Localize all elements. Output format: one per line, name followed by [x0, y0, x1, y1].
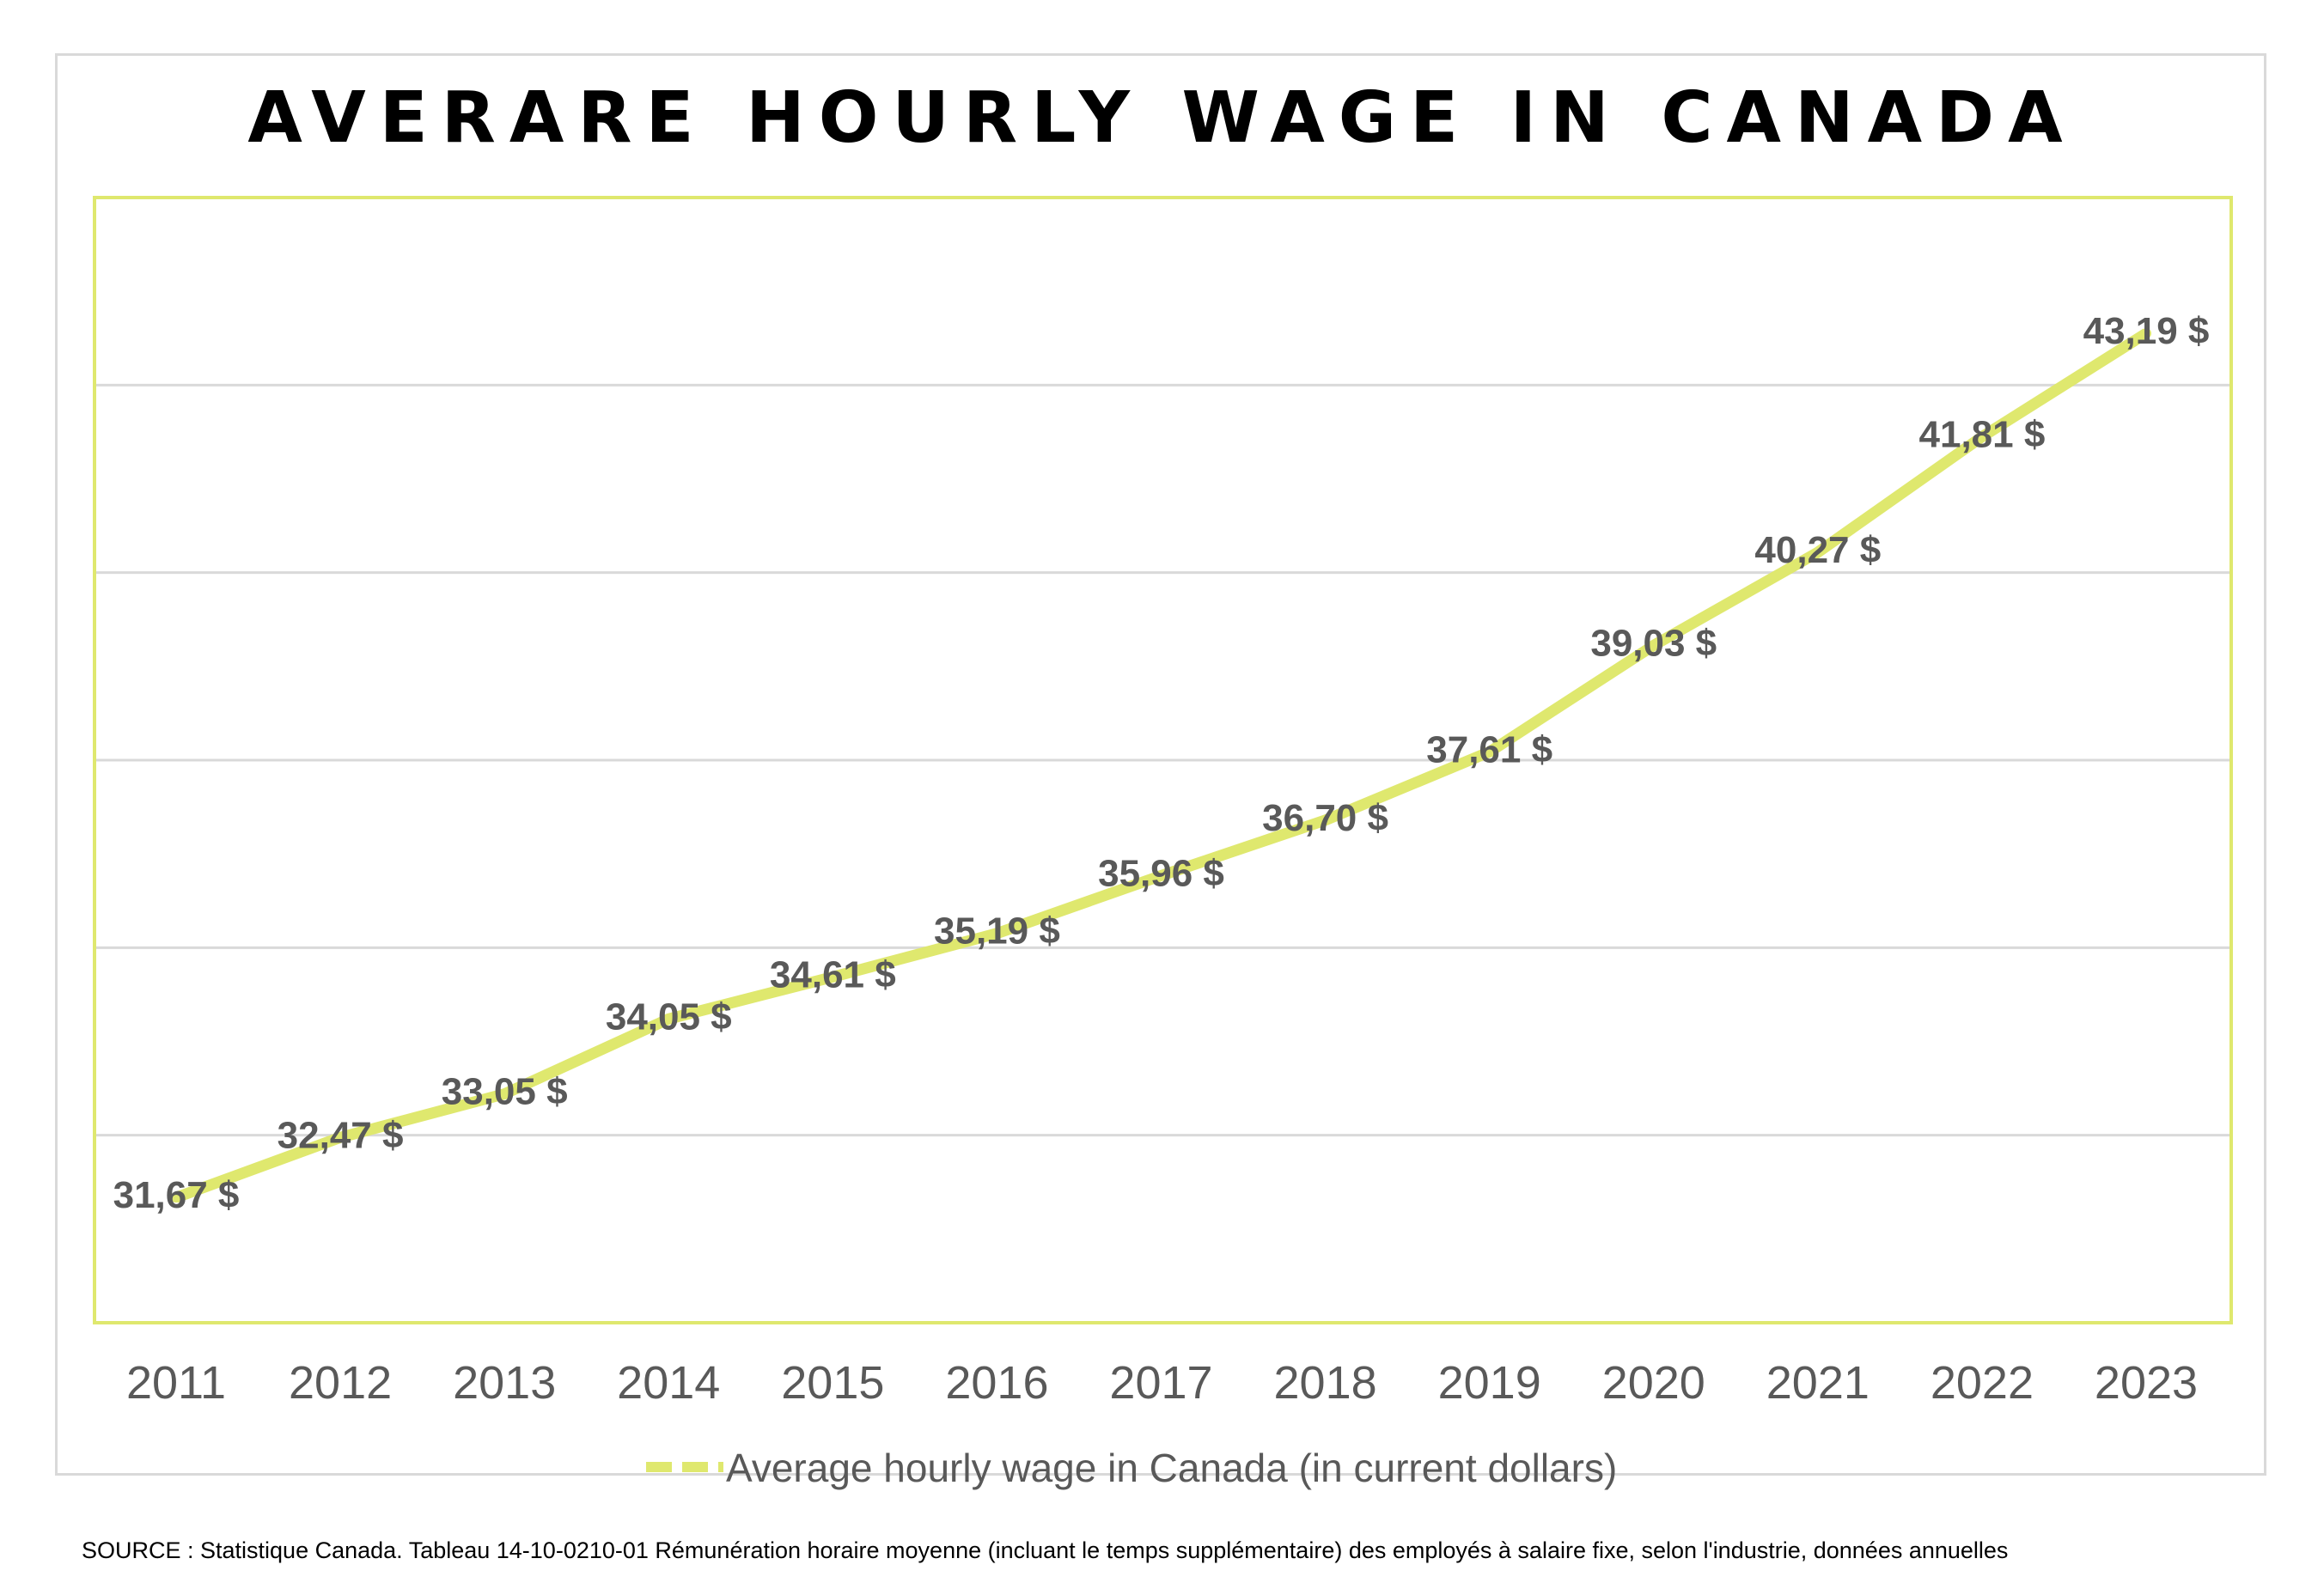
x-tick-label: 2015: [781, 1357, 884, 1409]
data-point: [499, 1088, 510, 1099]
data-label: 40,27 $: [1754, 529, 1881, 571]
data-label: 36,70 $: [1262, 797, 1388, 839]
chart-frame: [55, 53, 2266, 1476]
data-label: 39,03 $: [1590, 622, 1717, 664]
data-point: [335, 1132, 346, 1143]
data-label: 33,05 $: [442, 1071, 568, 1113]
data-point: [1812, 547, 1823, 558]
data-label: 35,96 $: [1098, 852, 1224, 894]
series-line: [174, 328, 2150, 1203]
data-point: [663, 1014, 674, 1025]
data-point: [827, 971, 839, 983]
chart-title: AVERARE HOURLY WAGE IN CANADA: [247, 77, 2077, 159]
data-label: 43,19 $: [2083, 310, 2210, 352]
x-tick-label: 2022: [1931, 1357, 2034, 1409]
plot-area-border: [93, 196, 2233, 1324]
data-label: 35,19 $: [934, 910, 1060, 953]
grid-lines: [95, 383, 2231, 1137]
x-tick-label: 2011: [126, 1357, 226, 1409]
data-point: [2141, 328, 2151, 339]
x-tick-label: 2018: [1274, 1357, 1377, 1409]
data-label: 41,81 $: [1919, 414, 2046, 456]
data-point: [1648, 640, 1659, 651]
x-tick-label: 2014: [617, 1357, 720, 1409]
x-tick-label: 2023: [2095, 1357, 2198, 1409]
x-tick-label: 2021: [1766, 1357, 1870, 1409]
data-labels: 31,67 $ 32,47 $ 33,05 $ 34,05 $ 34,61 $ 35,19…: [113, 310, 2210, 1216]
x-tick-label: 2013: [453, 1357, 556, 1409]
data-label: 37,61 $: [1426, 728, 1552, 770]
legend-label: Average hourly wage in Canada (in curren…: [726, 1446, 1617, 1490]
x-tick-label: 2012: [289, 1357, 392, 1409]
x-tick-label: 2020: [1602, 1357, 1705, 1409]
data-point: [1484, 746, 1495, 758]
x-tick-label: 2017: [1109, 1357, 1212, 1409]
data-label: 34,05 $: [606, 995, 732, 1038]
data-point: [991, 928, 1003, 939]
data-point: [1156, 870, 1167, 881]
data-label: 31,67 $: [113, 1174, 240, 1216]
x-tick-label: 2019: [1438, 1357, 1541, 1409]
data-label: 34,61 $: [770, 953, 896, 995]
legend: Average hourly wage in Canada (in curren…: [646, 1446, 1617, 1490]
source-note: SOURCE : Statistique Canada. Tableau 14-…: [82, 1537, 2009, 1563]
x-tick-label: 2016: [945, 1357, 1048, 1409]
x-axis-tick-labels: 2011 2012 2013 2014 2015 2016 2017 2018 2019 2020…: [126, 1357, 2198, 1409]
data-label: 32,47 $: [278, 1114, 404, 1156]
series-line-group: [171, 328, 2151, 1203]
data-point: [171, 1192, 181, 1203]
data-point: [1320, 814, 1331, 825]
data-point: [1976, 431, 1987, 442]
